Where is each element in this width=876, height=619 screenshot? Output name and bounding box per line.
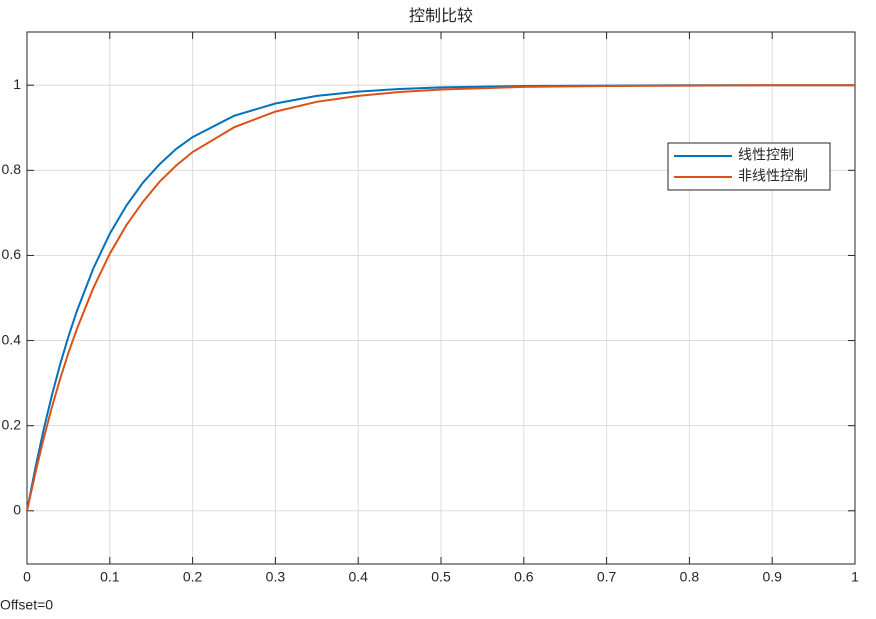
y-tick-label: 0 (13, 502, 21, 518)
x-tick-label: 0.4 (348, 569, 368, 585)
legend-label: 线性控制 (738, 147, 794, 163)
y-tick-label: 0.8 (2, 161, 22, 177)
x-tick-label: 0.5 (431, 569, 451, 585)
x-tick-label: 0.3 (266, 569, 286, 585)
y-tick-label: 0.2 (2, 416, 22, 432)
x-tick-label: 0.1 (100, 569, 120, 585)
y-tick-label: 1 (13, 76, 21, 92)
x-tick-label: 0.7 (597, 569, 617, 585)
annotation: Offset=0 (0, 597, 53, 613)
plot-frame (26, 31, 856, 565)
legend-label: 非线性控制 (738, 168, 808, 184)
x-tick-label: 0.9 (762, 569, 782, 585)
x-tick-label: 0 (23, 569, 31, 585)
x-tick-label: 1 (851, 569, 859, 585)
series-line (26, 84, 855, 512)
chart-title: 控制比较 (409, 7, 473, 25)
y-tick-label: 0.4 (2, 331, 22, 347)
legend-box (667, 142, 831, 191)
x-tick-label: 0.8 (680, 569, 700, 585)
x-tick-label: 0.6 (514, 569, 534, 585)
x-tick-label: 0.2 (183, 569, 203, 585)
y-tick-label: 0.6 (2, 246, 22, 262)
